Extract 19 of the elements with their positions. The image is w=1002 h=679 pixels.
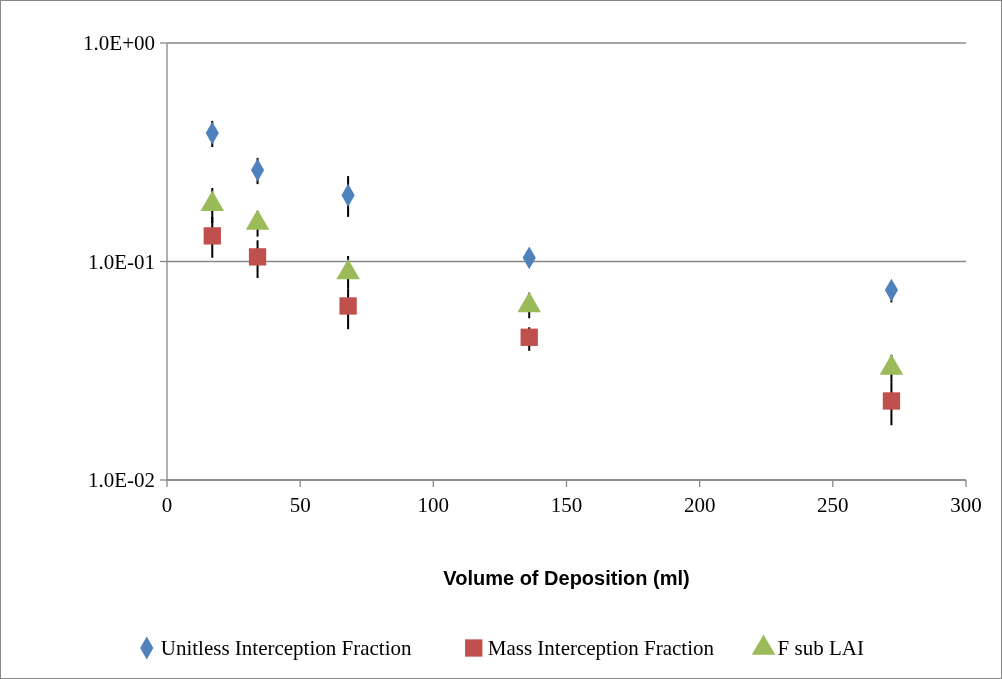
- point: [203, 227, 221, 245]
- legend-label: Unitless Interception Fraction: [160, 636, 413, 661]
- x-tick-label: 150: [550, 493, 583, 517]
- x-tick-label: 100: [417, 493, 450, 517]
- y-tick-label: 1.0E+00: [83, 31, 155, 56]
- x-tick-label: 0: [161, 493, 173, 517]
- x-tick-label: 250: [817, 493, 849, 517]
- x-tick-label: 200: [683, 493, 716, 517]
- point: [248, 248, 267, 266]
- point: [339, 297, 357, 315]
- x-tick-label: 50: [289, 493, 311, 517]
- x-axis-title: Volume of Deposition (ml): [443, 567, 690, 589]
- point: [520, 328, 538, 346]
- legend-label: Mass Interception Fraction: [487, 636, 715, 661]
- y-tick-label: 1.0E-02: [87, 468, 155, 493]
- y-tick-label: 1.0E-01: [87, 249, 155, 274]
- x-tick-label: 300: [950, 493, 982, 517]
- point: [882, 392, 901, 410]
- legend-label: F sub LAI: [777, 636, 864, 661]
